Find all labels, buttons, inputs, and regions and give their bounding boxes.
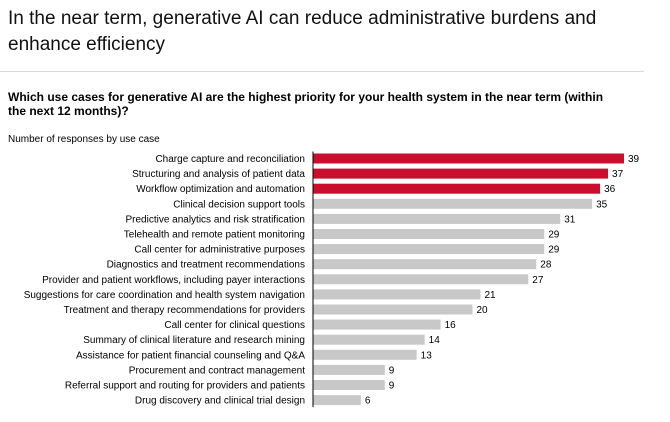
- chart-subtitle: Number of responses by use case: [8, 134, 160, 145]
- value-label: 16: [445, 320, 457, 331]
- value-label: 9: [389, 365, 395, 376]
- category-label: Telehealth and remote patient monitoring: [124, 230, 305, 241]
- category-label: Clinical decision support tools: [173, 199, 305, 210]
- value-label: 21: [484, 290, 496, 301]
- category-label: Summary of clinical literature and resea…: [83, 335, 305, 346]
- category-label: Treatment and therapy recommendations fo…: [64, 305, 305, 316]
- value-label: 29: [548, 245, 560, 256]
- category-label: Diagnostics and treatment recommendation…: [107, 260, 305, 271]
- value-label: 39: [628, 154, 640, 165]
- bar: [313, 364, 385, 375]
- bar: [313, 304, 473, 315]
- headline: In the near term, generative AI can redu…: [8, 8, 597, 55]
- value-label: 37: [612, 169, 624, 180]
- value-label: 36: [604, 184, 616, 195]
- bar: [313, 349, 417, 360]
- bar: [313, 168, 609, 179]
- bar: [313, 244, 545, 255]
- bar: [313, 395, 361, 406]
- category-label: Workflow optimization and automation: [136, 184, 305, 195]
- value-label: 27: [532, 275, 544, 286]
- category-label: Call center for administrative purposes: [134, 245, 305, 256]
- category-label: Call center for clinical questions: [164, 320, 305, 331]
- bar: [313, 259, 537, 270]
- value-label: 31: [564, 214, 576, 225]
- category-label: Suggestions for care coordination and he…: [24, 290, 305, 301]
- bar: [313, 319, 441, 330]
- bar: [313, 274, 529, 285]
- category-label: Predictive analytics and risk stratifica…: [125, 214, 305, 225]
- category-label: Provider and patient workflows, includin…: [42, 275, 305, 286]
- bar: [313, 183, 601, 194]
- value-label: 20: [476, 305, 488, 316]
- category-label: Structuring and analysis of patient data: [132, 169, 305, 180]
- bar: [313, 229, 545, 239]
- value-label: 9: [389, 381, 395, 392]
- bar: [313, 334, 425, 345]
- category-label: Procurement and contract management: [129, 365, 305, 376]
- bar: [313, 380, 385, 390]
- value-label: 28: [540, 260, 552, 271]
- divider: [0, 71, 644, 72]
- category-label: Charge capture and reconciliation: [155, 154, 305, 165]
- value-label: 13: [421, 350, 433, 361]
- category-label: Assistance for patient financial counsel…: [76, 350, 305, 361]
- bar: [313, 198, 593, 209]
- value-label: 14: [429, 335, 441, 346]
- bar: [313, 213, 561, 224]
- bar: [313, 153, 624, 164]
- value-label: 35: [596, 199, 608, 210]
- value-label: 6: [365, 396, 371, 407]
- category-label: Drug discovery and clinical trial design: [135, 396, 305, 407]
- value-label: 29: [548, 230, 560, 241]
- category-label: Referral support and routing for provide…: [65, 381, 305, 392]
- bar: [313, 289, 481, 300]
- chart-title: Which use cases for generative AI are th…: [8, 90, 604, 118]
